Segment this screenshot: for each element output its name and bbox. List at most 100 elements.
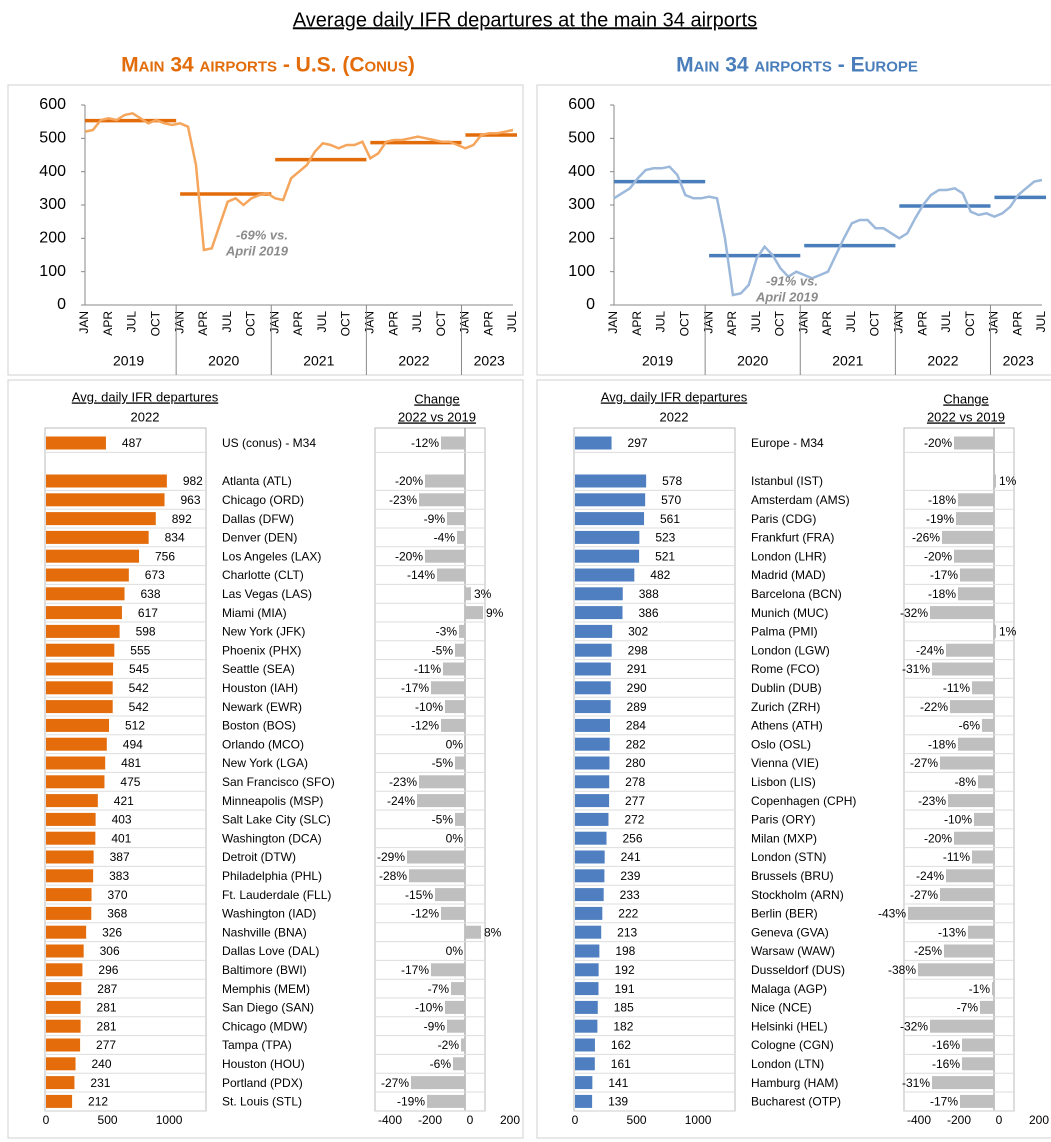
month-label: OCT — [773, 310, 787, 336]
value-label: 256 — [622, 831, 642, 845]
change-bar — [958, 587, 994, 601]
airport-name: Lisbon (LIS) — [751, 775, 816, 789]
change-bar — [427, 1094, 465, 1108]
change-label: -6% — [430, 1057, 452, 1071]
change-bar — [930, 1019, 994, 1033]
value-label: 892 — [172, 512, 192, 526]
value-bar — [46, 436, 106, 450]
change-label: -17% — [401, 681, 429, 695]
year-label: 2022 — [398, 353, 429, 369]
value-bar — [46, 944, 84, 958]
change-bar — [441, 906, 465, 920]
table-panel — [7, 379, 524, 1139]
change-bar — [431, 681, 465, 695]
change-bar — [946, 643, 994, 657]
change-bar — [968, 925, 994, 939]
value-label: 555 — [130, 643, 150, 657]
change-bar — [994, 474, 996, 488]
month-label: JAN — [796, 311, 810, 334]
value-label: 240 — [92, 1057, 112, 1071]
month-label: JUL — [654, 311, 668, 333]
value-label: 421 — [114, 794, 134, 808]
change-label: -14% — [407, 568, 435, 582]
value-label: 545 — [129, 662, 149, 676]
value-bar — [575, 850, 605, 864]
change-label: -9% — [424, 1019, 446, 1033]
value-bar — [46, 474, 167, 488]
value-label: 281 — [97, 1019, 117, 1033]
year-label: 2020 — [737, 353, 768, 369]
airport-name: Frankfurt (FRA) — [751, 531, 834, 545]
value-bar — [46, 794, 98, 808]
value-label: 570 — [661, 493, 681, 507]
change-label: -16% — [932, 1057, 960, 1071]
airport-name: Washington (DCA) — [222, 831, 322, 845]
month-label: JAN — [606, 311, 620, 334]
airport-name: Houston (IAH) — [222, 681, 298, 695]
change-label: -17% — [930, 568, 958, 582]
month-label: JUL — [505, 311, 519, 333]
value-bar — [575, 944, 600, 958]
value-bar — [46, 850, 94, 864]
change-label: -7% — [957, 1001, 979, 1015]
airport-name: Philadelphia (PHL) — [222, 869, 322, 883]
month-label: JAN — [267, 311, 281, 334]
change-bar — [930, 606, 994, 620]
change-label: 0% — [446, 944, 464, 958]
month-label: JAN — [987, 311, 1001, 334]
value-bar — [575, 888, 604, 902]
value-bar — [575, 606, 623, 620]
change-tick-label: 200 — [500, 1113, 520, 1127]
value-bar — [575, 925, 602, 939]
change-label: -27% — [910, 888, 938, 902]
airport-name: US (conus) - M34 — [222, 436, 316, 450]
change-label: -10% — [415, 1001, 443, 1015]
annotation: -69% vs. — [236, 227, 288, 242]
change-label: -12% — [411, 436, 439, 450]
airport-name: Vienna (VIE) — [751, 756, 819, 770]
month-label: JUL — [749, 311, 763, 333]
change-label: -2% — [438, 1038, 460, 1052]
change-label: -9% — [424, 512, 446, 526]
change-label: -20% — [924, 549, 952, 563]
year-label: 2022 — [927, 353, 958, 369]
value-label: 302 — [628, 625, 648, 639]
airport-name: Athens (ATH) — [751, 719, 823, 733]
change-bar — [465, 606, 483, 620]
value-label: 561 — [660, 512, 680, 526]
change-label: 1% — [999, 474, 1017, 488]
value-bar — [46, 718, 110, 732]
airport-name: Oslo (OSL) — [751, 737, 811, 751]
value-label: 241 — [621, 850, 641, 864]
change-label: -8% — [955, 775, 977, 789]
change-label: -5% — [432, 643, 454, 657]
change-label: -27% — [910, 756, 938, 770]
value-bar — [46, 925, 87, 939]
value-label: 139 — [608, 1095, 628, 1109]
change-label: -25% — [914, 944, 942, 958]
airport-name: Chicago (MDW) — [222, 1019, 307, 1033]
change-bar — [425, 549, 465, 563]
value-label: 403 — [112, 813, 132, 827]
airport-name: Ft. Lauderdale (FLL) — [222, 888, 331, 902]
value-bar — [575, 530, 640, 544]
value-label: 233 — [620, 888, 640, 902]
change-label: 0% — [446, 737, 464, 751]
value-label: 542 — [129, 700, 149, 714]
value-bar — [46, 700, 113, 714]
value-label: 281 — [97, 1001, 117, 1015]
change-label: -17% — [930, 1095, 958, 1109]
airport-name: Geneva (GVA) — [751, 925, 829, 939]
value-bar — [575, 1094, 593, 1108]
value-bar — [575, 794, 610, 808]
change-bar — [419, 493, 465, 507]
airport-name: San Francisco (SFO) — [222, 775, 335, 789]
airport-name: Baltimore (BWI) — [222, 963, 307, 977]
value-label: 386 — [638, 606, 658, 620]
value-label: 289 — [627, 700, 647, 714]
change-bar — [974, 812, 994, 826]
value-bar — [575, 775, 610, 789]
value-year: 2022 — [660, 409, 689, 424]
airport-name: Chicago (ORD) — [222, 493, 304, 507]
change-bar — [435, 888, 465, 902]
